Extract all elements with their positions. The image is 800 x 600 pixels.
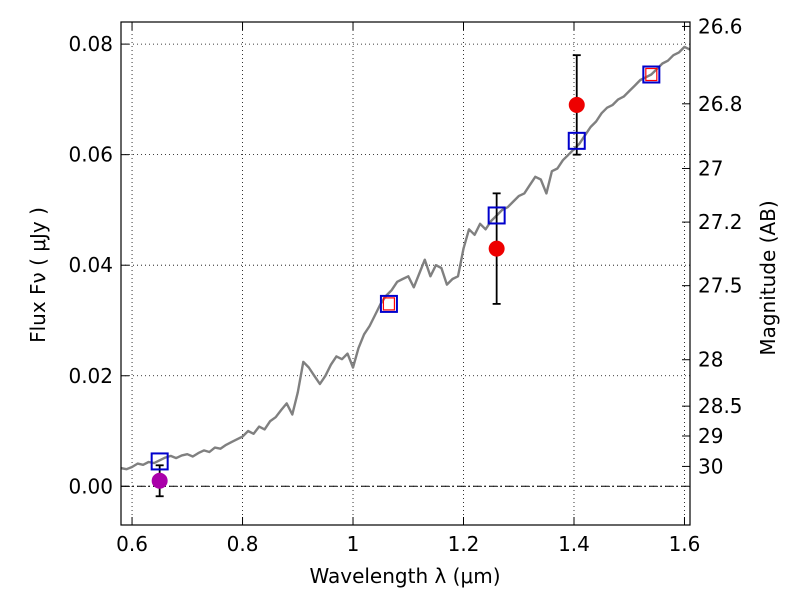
y-tick-label: 0.04 <box>68 253 113 277</box>
upper-limit-square <box>382 297 396 311</box>
x-axis-label: Wavelength λ (μm) <box>309 564 500 588</box>
upper-limit-square <box>645 67 658 82</box>
y-axis-label: Flux Fν ( μJy ) <box>26 207 50 343</box>
x-tick-label: 1.2 <box>448 532 480 556</box>
y-tick-label: 0.02 <box>68 364 113 388</box>
y2-tick-label: 29 <box>698 424 723 448</box>
x-tick-label: 0.8 <box>227 532 259 556</box>
y2-tick-label: 30 <box>698 454 723 478</box>
observed-point <box>568 96 585 113</box>
x-tick-label: 1.4 <box>558 532 590 556</box>
y2-tick-label: 28.5 <box>698 394 743 418</box>
y2-tick-label: 27.5 <box>698 274 743 298</box>
model-photometry-square <box>150 452 169 471</box>
y-tick-label: 0.08 <box>68 32 113 56</box>
model-photometry-square <box>567 131 586 150</box>
model-photometry-square <box>642 65 661 84</box>
plot-frame <box>120 21 691 526</box>
model-photometry-square <box>487 206 506 225</box>
x-tick-label: 0.6 <box>116 532 148 556</box>
ticks: 0.6 0.8 1 1.2 1.4 1.6 0.00 0.02 0.04 0.06 0.08 26.6… <box>68 14 742 556</box>
x-tick-label: 1.6 <box>669 532 701 556</box>
y2-tick-label: 27.2 <box>698 210 743 234</box>
y2-tick-label: 26.6 <box>698 14 743 38</box>
grid <box>121 22 690 525</box>
y-tick-label: 0.00 <box>68 474 113 498</box>
y2-tick-label: 28 <box>698 348 723 372</box>
model-spectrum <box>121 45 690 471</box>
observed-point <box>151 472 168 489</box>
observed-point <box>488 240 505 257</box>
y2-tick-label: 27 <box>698 156 723 180</box>
y2-tick-label: 26.8 <box>698 92 743 116</box>
markers <box>150 54 661 498</box>
y-tick-label: 0.06 <box>68 143 113 167</box>
y2-axis-label: Magnitude (AB) <box>756 200 780 355</box>
model-photometry-square <box>379 294 398 313</box>
x-tick-label: 1 <box>347 532 360 556</box>
spectrum-line <box>121 45 690 471</box>
